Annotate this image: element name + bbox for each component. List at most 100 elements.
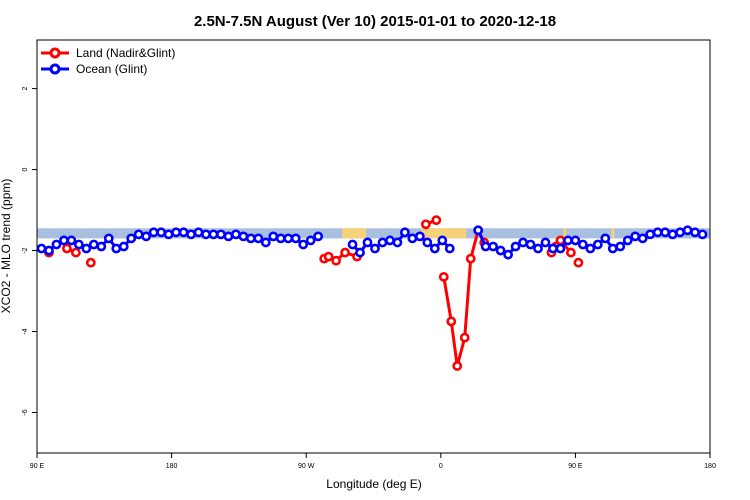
land-band-3 bbox=[611, 228, 615, 239]
x-tick-label: 90 W bbox=[298, 463, 315, 470]
y-tick-label: -2 bbox=[22, 247, 29, 253]
data-point-land bbox=[438, 271, 449, 282]
series-ocean bbox=[36, 225, 708, 260]
data-point-ocean bbox=[133, 229, 144, 240]
legend-label-ocean: Ocean (Glint) bbox=[76, 62, 147, 76]
x-axis: 90 E 180 90 W 0 90 E 180 bbox=[30, 453, 716, 470]
data-point-ocean bbox=[414, 231, 425, 242]
data-point-ocean bbox=[682, 225, 693, 236]
data-point-ocean bbox=[201, 229, 211, 240]
data-point-ocean bbox=[231, 229, 241, 240]
x-tick-label: 0 bbox=[439, 463, 443, 470]
data-point-land bbox=[465, 253, 476, 264]
ocean-band bbox=[37, 228, 710, 239]
data-point-ocean bbox=[59, 235, 69, 246]
legend-item-land: Land (Nadir&Glint) bbox=[41, 46, 175, 60]
y-tick-label: 0 bbox=[22, 168, 29, 172]
data-point-ocean bbox=[385, 235, 395, 246]
y-tick-label: -6 bbox=[22, 409, 29, 415]
data-point-ocean bbox=[305, 235, 316, 246]
data-point-ocean bbox=[607, 243, 618, 254]
data-point-ocean bbox=[645, 229, 656, 240]
data-point-ocean bbox=[126, 233, 137, 244]
data-point-ocean bbox=[283, 233, 294, 244]
data-point-ocean bbox=[171, 227, 181, 238]
data-point-ocean bbox=[298, 239, 309, 250]
data-point-ocean bbox=[163, 229, 174, 240]
y-axis: 2 0 -2 -4 -6 bbox=[22, 87, 37, 416]
y-axis-title: XCO2 - MLO trend (ppm) bbox=[0, 179, 13, 314]
data-point-land bbox=[566, 247, 576, 258]
data-point-ocean bbox=[355, 247, 365, 258]
legend: Land (Nadir&Glint) Ocean (Glint) bbox=[41, 46, 175, 76]
data-point-ocean bbox=[697, 229, 708, 240]
data-point-land bbox=[446, 316, 457, 327]
data-point-ocean bbox=[111, 243, 122, 254]
data-point-ocean bbox=[370, 243, 380, 254]
data-point-land bbox=[70, 247, 81, 258]
data-point-ocean bbox=[495, 245, 506, 256]
data-point-ocean bbox=[510, 241, 521, 252]
data-point-land bbox=[555, 235, 566, 246]
data-point-ocean bbox=[362, 237, 373, 248]
data-point-ocean bbox=[400, 227, 410, 238]
legend-item-ocean: Ocean (Glint) bbox=[41, 62, 147, 76]
data-point-ocean bbox=[533, 243, 543, 254]
series-layer bbox=[36, 215, 708, 371]
data-point-ocean bbox=[208, 229, 219, 240]
data-point-ocean bbox=[540, 237, 551, 248]
data-point-ocean bbox=[637, 233, 648, 244]
data-point-ocean bbox=[592, 239, 603, 250]
data-point-ocean bbox=[622, 235, 633, 246]
data-point-ocean bbox=[44, 245, 54, 256]
data-point-ocean bbox=[238, 231, 249, 242]
data-point-ocean bbox=[675, 227, 685, 238]
data-point-ocean bbox=[503, 249, 513, 260]
data-point-ocean bbox=[488, 241, 499, 252]
background-band bbox=[37, 228, 710, 239]
data-point-ocean bbox=[480, 241, 491, 252]
data-point-ocean bbox=[148, 227, 159, 238]
data-point-ocean bbox=[216, 229, 226, 240]
data-point-land bbox=[340, 247, 350, 258]
data-point-ocean bbox=[422, 237, 433, 248]
data-point-ocean bbox=[615, 241, 626, 252]
data-point-ocean bbox=[103, 233, 114, 244]
data-point-ocean bbox=[193, 227, 204, 238]
plot-area bbox=[36, 39, 711, 454]
data-point-ocean bbox=[660, 227, 671, 238]
data-point-land bbox=[452, 361, 463, 371]
data-point-ocean bbox=[245, 233, 256, 244]
x-tick-label: 180 bbox=[166, 463, 178, 470]
data-point-ocean bbox=[667, 229, 678, 240]
data-point-ocean bbox=[73, 239, 84, 250]
data-point-ocean bbox=[96, 241, 107, 252]
data-point-ocean bbox=[555, 243, 566, 254]
data-point-ocean bbox=[518, 237, 528, 248]
land-band-0 bbox=[342, 228, 367, 239]
data-point-ocean bbox=[347, 239, 358, 250]
data-point-ocean bbox=[81, 243, 92, 254]
data-point-ocean bbox=[223, 231, 234, 242]
data-point-ocean bbox=[275, 233, 286, 244]
data-point-land bbox=[573, 257, 584, 268]
data-point-ocean bbox=[186, 229, 196, 240]
data-point-ocean bbox=[548, 243, 558, 254]
data-point-ocean bbox=[563, 235, 573, 246]
land-band-1 bbox=[421, 228, 467, 239]
data-point-ocean bbox=[290, 233, 301, 244]
data-point-ocean bbox=[407, 233, 418, 244]
plot-border bbox=[36, 39, 711, 454]
data-point-land bbox=[62, 243, 72, 254]
y-tick-label: -4 bbox=[22, 328, 29, 334]
data-point-ocean bbox=[156, 227, 167, 238]
data-point-ocean bbox=[429, 243, 440, 254]
chart-title: 2.5N-7.5N August (Ver 10) 2015-01-01 to … bbox=[194, 13, 556, 30]
data-point-ocean bbox=[253, 233, 264, 244]
data-point-land bbox=[431, 215, 442, 226]
data-point-land bbox=[420, 219, 431, 230]
data-point-ocean bbox=[690, 227, 700, 238]
data-point-ocean bbox=[444, 243, 455, 254]
data-point-ocean bbox=[437, 235, 448, 246]
